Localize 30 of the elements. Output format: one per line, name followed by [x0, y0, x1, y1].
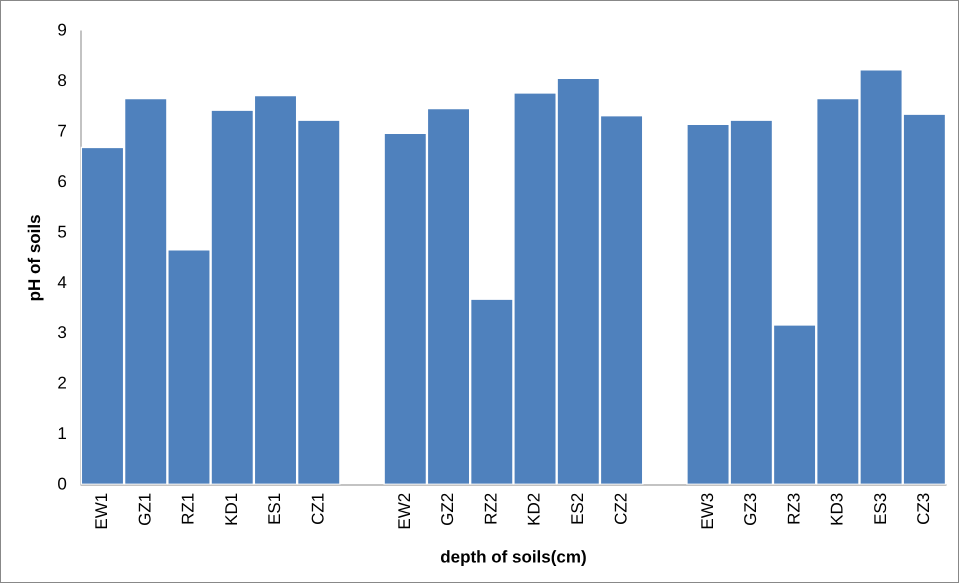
x-tick-label: EW3 — [698, 492, 717, 530]
x-tick-label: GZ3 — [741, 492, 760, 526]
x-tick-label: EW2 — [394, 492, 414, 530]
x-tick-label: RZ1 — [178, 492, 198, 525]
y-tick-label: 1 — [57, 424, 67, 444]
x-tick-label: KD2 — [524, 492, 544, 526]
x-tick-label: RZ3 — [784, 492, 804, 525]
y-tick-label: 5 — [57, 222, 67, 242]
y-axis-title: pH of soils — [24, 214, 44, 302]
x-tick-label: GZ1 — [135, 492, 154, 526]
x-tick-label: CZ1 — [308, 492, 328, 525]
y-tick-label: 7 — [57, 122, 67, 141]
y-tick-label: 4 — [57, 272, 67, 292]
x-tick-label: CZ3 — [914, 492, 934, 525]
y-tick-label: 8 — [57, 71, 67, 90]
x-tick-label: RZ2 — [481, 492, 500, 525]
y-tick-label: 6 — [57, 172, 67, 191]
y-tick-label: 0 — [57, 474, 67, 494]
x-tick-label: GZ2 — [438, 492, 458, 526]
x-tick-label: KD3 — [828, 492, 847, 526]
x-tick-label: ES1 — [265, 492, 284, 525]
y-tick-label: 2 — [57, 374, 67, 393]
x-tick-label: ES2 — [568, 492, 587, 525]
x-tick-label: CZ2 — [611, 492, 630, 525]
x-axis-title: depth of soils(cm) — [440, 547, 587, 566]
x-tick-label: KD1 — [222, 492, 241, 526]
y-tick-label: 3 — [57, 323, 67, 342]
y-tick-label: 9 — [57, 20, 67, 40]
x-tick-label: ES3 — [870, 492, 890, 525]
x-tick-label: EW1 — [92, 492, 112, 530]
